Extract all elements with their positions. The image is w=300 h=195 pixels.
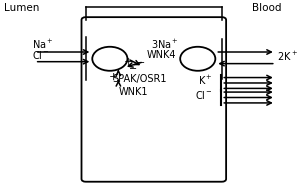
- Text: Cl$^-$: Cl$^-$: [32, 49, 50, 61]
- Text: −: −: [137, 58, 145, 68]
- FancyBboxPatch shape: [82, 17, 226, 182]
- Text: WNK4: WNK4: [147, 50, 176, 60]
- Text: 3Na$^+$: 3Na$^+$: [151, 38, 179, 51]
- Text: Na$^+$: Na$^+$: [32, 38, 53, 51]
- Text: SPAK/OSR1: SPAK/OSR1: [113, 74, 167, 84]
- Text: K$^+$: K$^+$: [198, 74, 213, 87]
- Text: Cl$^-$: Cl$^-$: [195, 89, 213, 101]
- Text: +: +: [109, 72, 118, 82]
- Text: Lumen: Lumen: [4, 3, 39, 13]
- Text: +: +: [124, 57, 134, 67]
- Text: 2K$^+$: 2K$^+$: [277, 50, 298, 63]
- Text: −: −: [129, 64, 137, 74]
- Text: Blood: Blood: [252, 3, 281, 13]
- Text: WNK1: WNK1: [118, 87, 148, 97]
